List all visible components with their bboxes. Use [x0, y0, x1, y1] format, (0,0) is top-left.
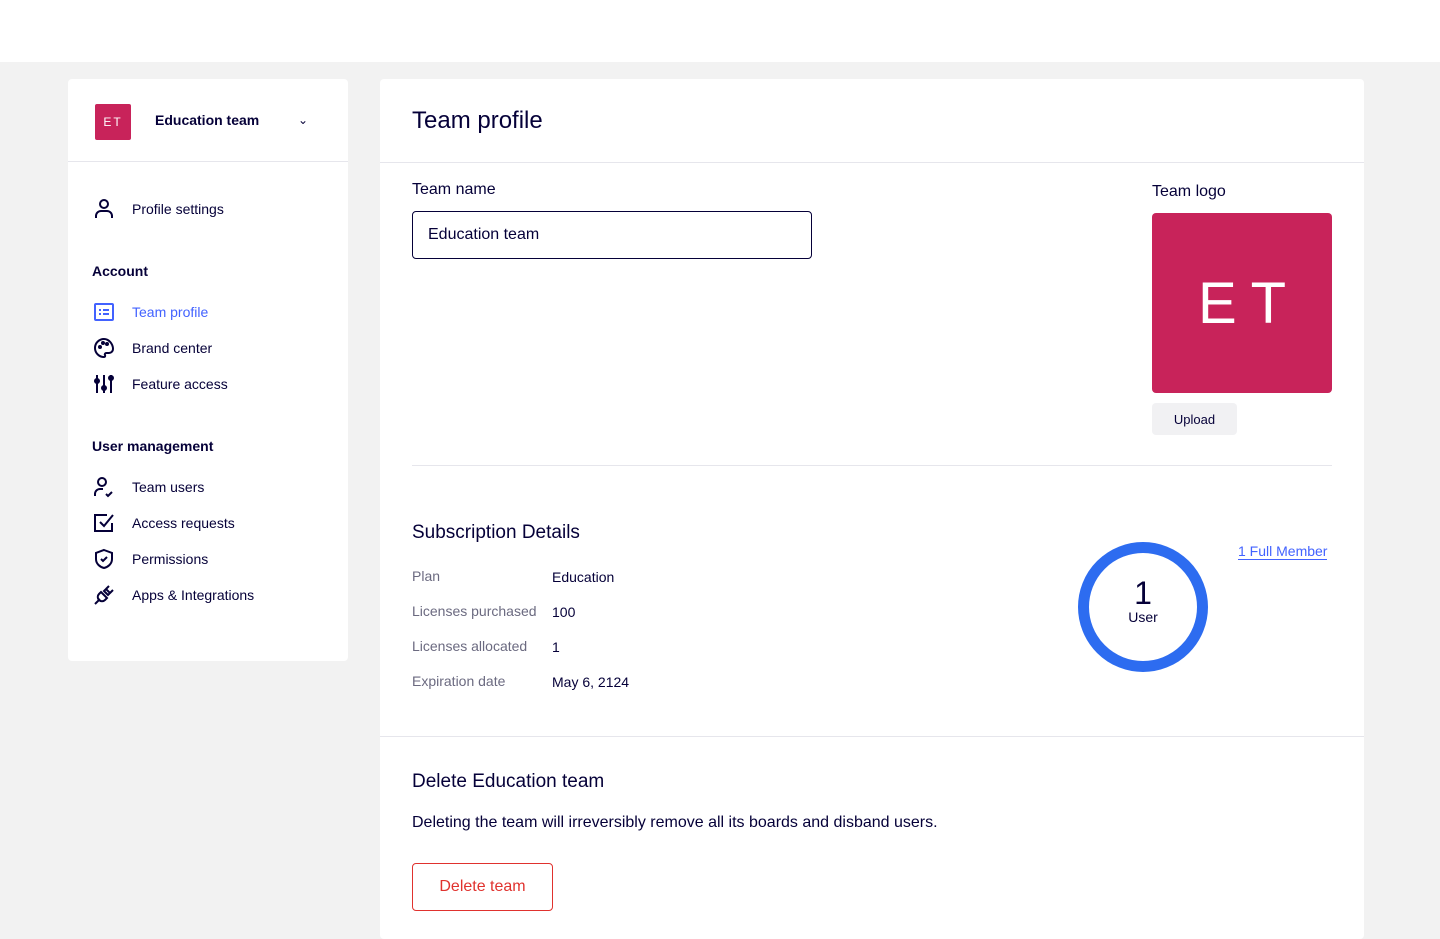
sidebar: ET Education team ⌄ Profile settings Acc… [68, 79, 348, 661]
plan-value: Education [552, 569, 615, 585]
licenses-allocated-value: 1 [552, 639, 560, 655]
team-name: Education team [155, 112, 260, 128]
page-title: Team profile [412, 107, 543, 134]
delete-title: Delete Education team [412, 771, 605, 792]
shield-icon [95, 548, 113, 570]
user-count-label: User [1128, 609, 1158, 625]
subscription-title: Subscription Details [412, 522, 580, 543]
sidebar-item-label: Team profile [132, 304, 209, 320]
checkbox-icon [94, 514, 114, 532]
sidebar-item-label: Apps & Integrations [132, 587, 255, 603]
team-name-input[interactable] [412, 211, 812, 259]
team-switcher[interactable]: ET Education team ⌄ [68, 79, 348, 162]
expiration-date-label: Expiration date [412, 673, 506, 689]
sidebar-item-permissions[interactable]: Permissions [92, 547, 208, 571]
chevron-down-icon[interactable]: ⌄ [298, 113, 309, 127]
team-logo: ET [1152, 213, 1332, 393]
team-logo-label: Team logo [1152, 183, 1226, 200]
sidebar-item-label: Permissions [132, 551, 209, 567]
user-count: 1 [1134, 575, 1152, 611]
sidebar-item-access-requests[interactable]: Access requests [92, 511, 235, 535]
delete-team-button[interactable]: Delete team [412, 863, 553, 911]
sidebar-item-team-users[interactable]: Team users [92, 475, 204, 499]
divider [380, 162, 1364, 163]
licenses-purchased-label: Licenses purchased [412, 603, 537, 619]
sidebar-item-label: Profile settings [132, 201, 224, 217]
team-name-label: Team name [412, 181, 496, 198]
sidebar-item-label: Team users [132, 479, 205, 495]
sidebar-item-team-profile[interactable]: Team profile [92, 300, 208, 324]
delete-description: Deleting the team will irreversibly remo… [412, 814, 938, 831]
palette-icon [94, 337, 115, 359]
sidebar-item-profile-settings[interactable]: Profile settings [92, 197, 224, 221]
user-management-heading: User management [92, 438, 214, 454]
divider [412, 465, 1332, 466]
sidebar-item-label: Brand center [132, 340, 213, 356]
user-check-icon [94, 477, 113, 498]
user-count-ring: 1 User [1078, 542, 1208, 672]
sidebar-item-brand-center[interactable]: Brand center [92, 336, 212, 360]
sidebar-item-label: Access requests [132, 515, 235, 531]
plug-icon [94, 585, 114, 605]
sidebar-item-feature-access[interactable]: Feature access [92, 372, 228, 396]
licenses-allocated-label: Licenses allocated [412, 638, 528, 654]
sidebar-item-apps-integrations[interactable]: Apps & Integrations [92, 583, 254, 607]
card-icon [94, 303, 114, 321]
expiration-date-value: May 6, 2124 [552, 674, 630, 690]
licenses-purchased-value: 100 [552, 604, 576, 620]
main-panel: Team profile Team name Team logo ET Uplo… [380, 79, 1364, 939]
sidebar-item-label: Feature access [132, 376, 228, 392]
sliders-icon [94, 375, 114, 393]
top-bar [0, 0, 1440, 62]
account-heading: Account [92, 263, 148, 279]
upload-button[interactable]: Upload [1152, 403, 1237, 435]
plan-label: Plan [412, 568, 441, 584]
full-member-link[interactable]: 1 Full Member [1238, 543, 1328, 560]
user-icon [95, 199, 113, 218]
divider [380, 736, 1364, 737]
team-avatar: ET [95, 104, 131, 140]
